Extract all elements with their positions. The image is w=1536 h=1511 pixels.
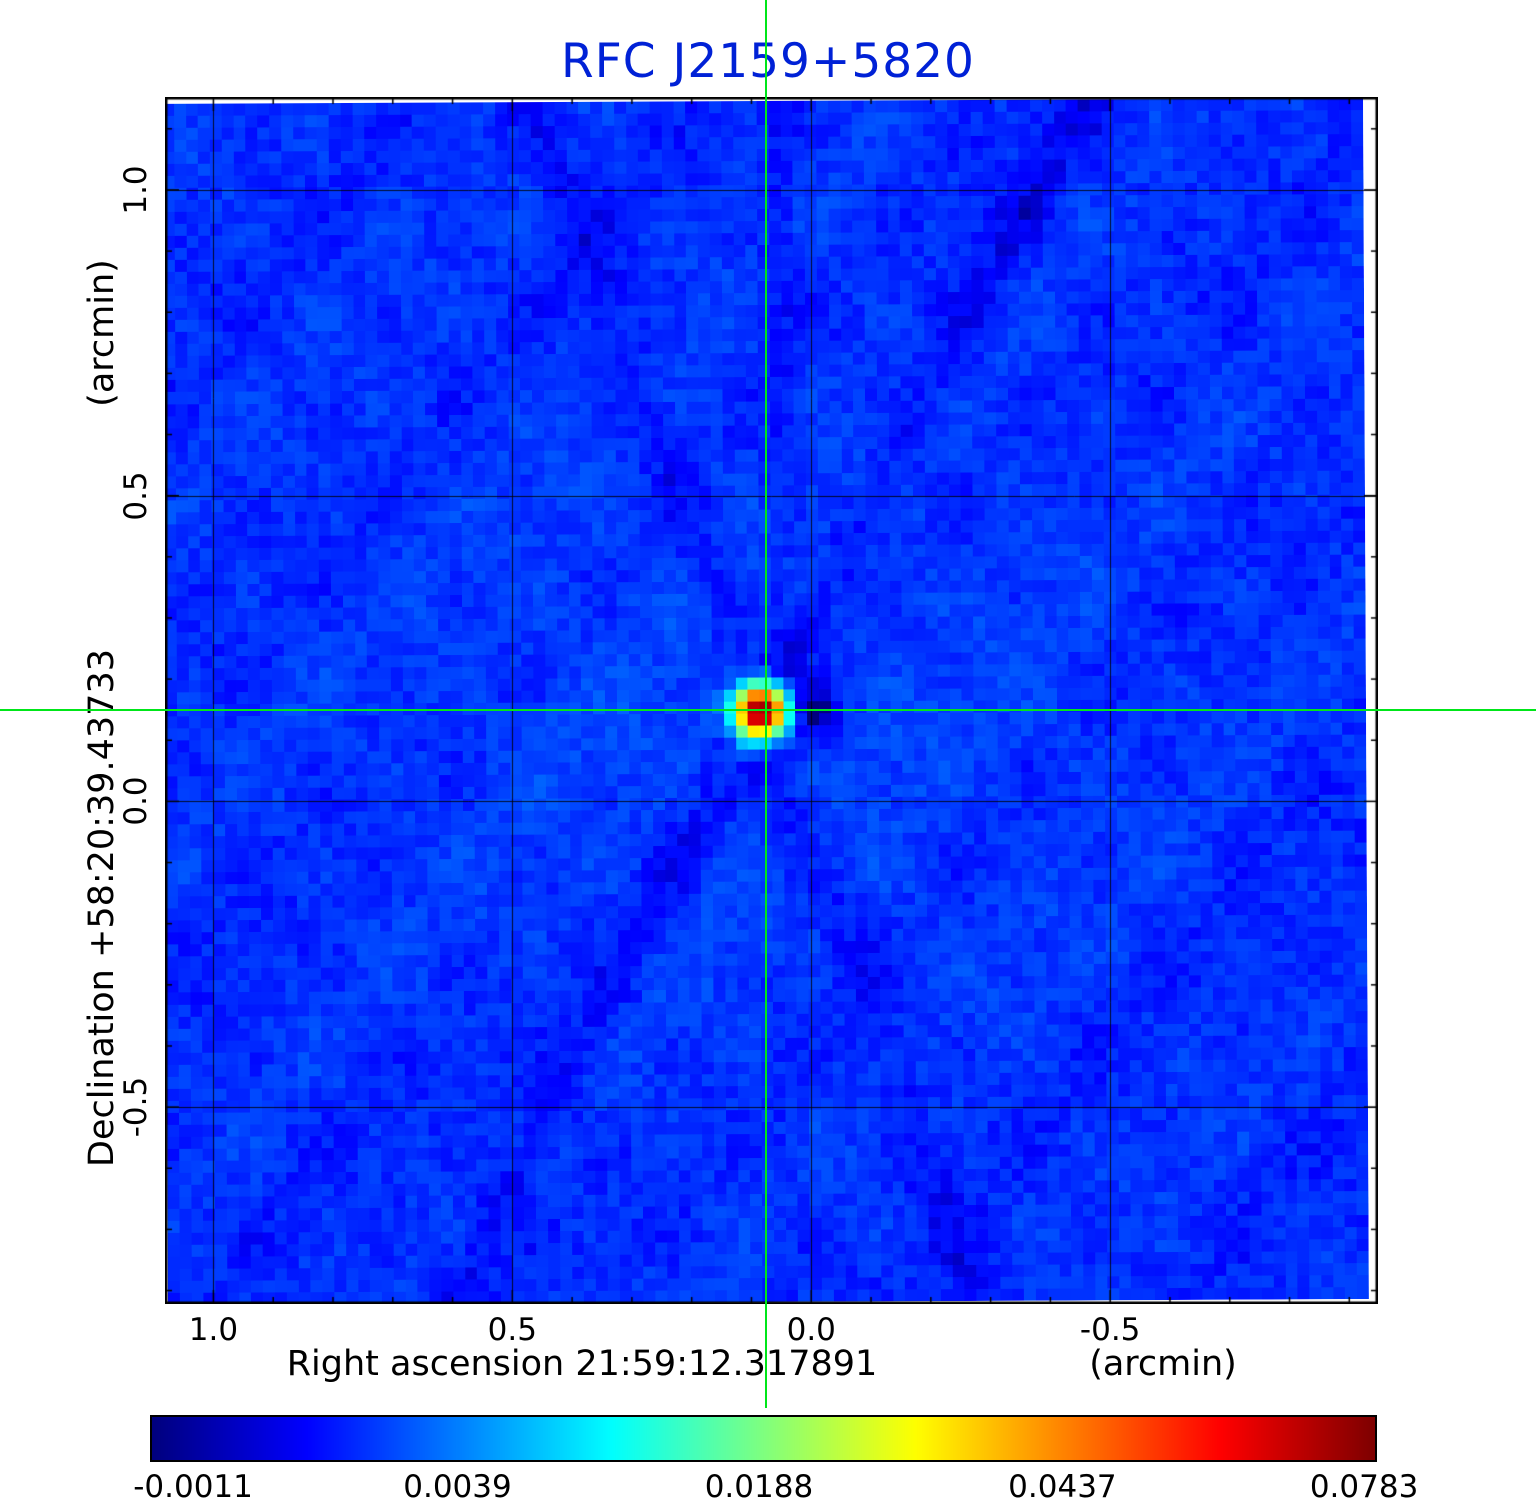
- y-tick-label: 0.0: [118, 776, 154, 827]
- colorbar-tick-label: -0.0011: [133, 1469, 253, 1505]
- colorbar-tick-label: 0.0188: [704, 1469, 814, 1505]
- x-tick-label: 0.0: [786, 1312, 836, 1348]
- page-title: RFC J2159+5820: [561, 34, 975, 89]
- x-axis-unit: (arcmin): [1089, 1344, 1237, 1384]
- colorbar-tick-label: 0.0039: [403, 1469, 512, 1505]
- y-tick-label: -0.5: [118, 1076, 154, 1138]
- crosshair-vertical-line: [765, 0, 768, 1408]
- colorbar-gradient-canvas: [152, 1417, 1375, 1460]
- x-axis-label: Right ascension 21:59:12.317891: [286, 1344, 878, 1384]
- grid-frame-overlay-canvas: [165, 97, 1378, 1304]
- x-tick-label: 1.0: [188, 1312, 239, 1348]
- x-tick-label: 0.5: [487, 1312, 537, 1348]
- colorbar-tick-label: 0.0437: [1008, 1469, 1117, 1505]
- colorbar: [150, 1415, 1377, 1462]
- y-tick-label: 1.0: [118, 165, 154, 215]
- y-axis-label: Declination +58:20:39.43733: [82, 649, 122, 1167]
- y-axis-unit: (arcmin): [82, 259, 122, 407]
- crosshair-horizontal-line: [0, 709, 1536, 712]
- y-tick-label: 0.5: [118, 471, 154, 521]
- x-tick-label: -0.5: [1079, 1312, 1141, 1348]
- sky-map-plot: [165, 97, 1378, 1304]
- colorbar-tick-label: 0.0783: [1309, 1469, 1419, 1505]
